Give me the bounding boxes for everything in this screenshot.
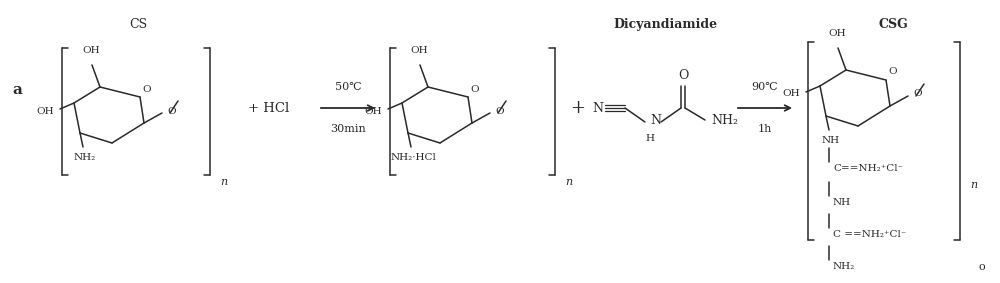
Text: H: H xyxy=(646,134,654,143)
Text: C==NH₂⁺Cl⁻: C==NH₂⁺Cl⁻ xyxy=(833,164,903,173)
Text: n: n xyxy=(220,177,227,187)
Text: O: O xyxy=(495,106,504,115)
Text: O: O xyxy=(913,89,922,98)
Text: 1h: 1h xyxy=(758,124,772,134)
Text: CS: CS xyxy=(129,18,147,31)
Text: OH: OH xyxy=(782,89,800,98)
Text: +: + xyxy=(570,99,586,117)
Text: NH₂: NH₂ xyxy=(833,262,855,271)
Text: NH₂: NH₂ xyxy=(711,113,738,127)
Text: o: o xyxy=(978,262,985,272)
Text: a: a xyxy=(12,83,22,97)
Text: + HCl: + HCl xyxy=(248,102,289,115)
Text: O: O xyxy=(470,85,479,93)
Text: O: O xyxy=(167,106,176,115)
Text: 50℃: 50℃ xyxy=(335,82,361,92)
Text: NH: NH xyxy=(833,198,851,207)
Text: 30min: 30min xyxy=(330,124,366,134)
Text: N: N xyxy=(650,113,661,127)
Text: C ==NH₂⁺Cl⁻: C ==NH₂⁺Cl⁻ xyxy=(833,230,906,239)
Text: Dicyandiamide: Dicyandiamide xyxy=(613,18,717,31)
Text: OH: OH xyxy=(82,46,100,55)
Text: OH: OH xyxy=(36,106,54,115)
Text: NH₂: NH₂ xyxy=(74,153,96,162)
Text: N: N xyxy=(592,102,603,115)
Text: O: O xyxy=(888,68,897,76)
Text: NH: NH xyxy=(822,136,840,145)
Text: CSG: CSG xyxy=(878,18,908,31)
Text: n: n xyxy=(970,180,977,190)
Text: NH₂·HCl: NH₂·HCl xyxy=(390,153,436,162)
Text: O: O xyxy=(678,69,688,82)
Text: OH: OH xyxy=(364,106,382,115)
Text: OH: OH xyxy=(828,29,846,38)
Text: OH: OH xyxy=(410,46,428,55)
Text: 90℃: 90℃ xyxy=(752,82,778,92)
Text: O: O xyxy=(142,85,151,93)
Text: n: n xyxy=(565,177,572,187)
